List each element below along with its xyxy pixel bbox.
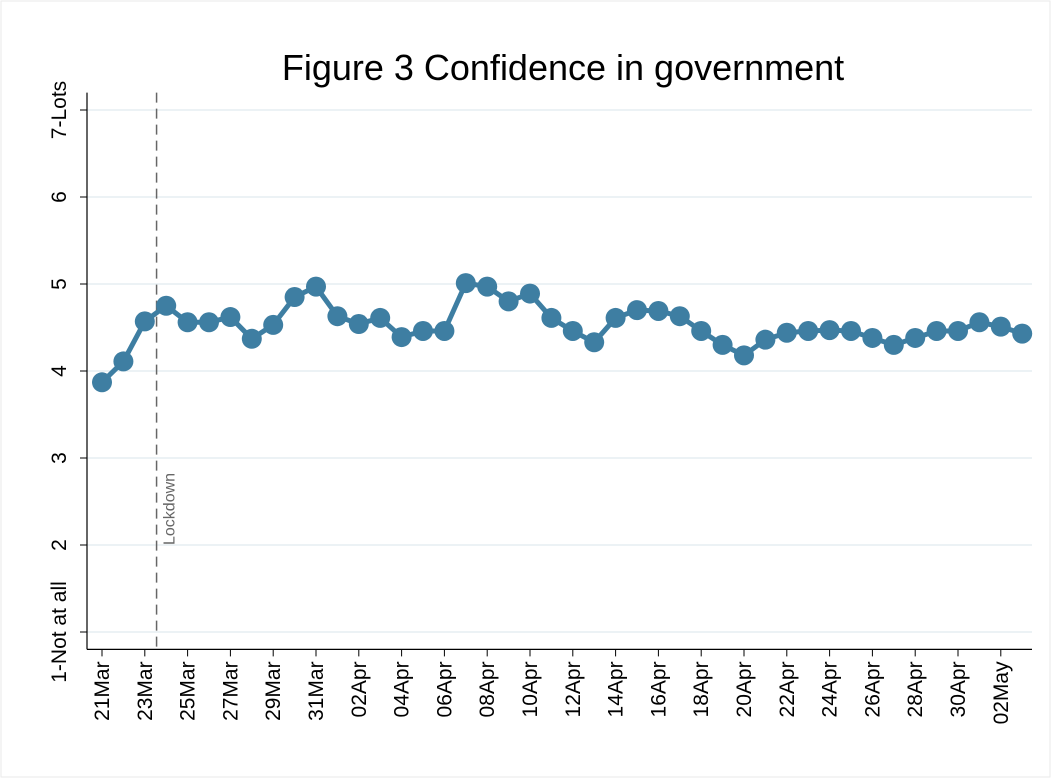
x-tick-label: 16Apr bbox=[647, 661, 670, 717]
marker bbox=[370, 307, 391, 328]
marker bbox=[712, 334, 733, 355]
marker bbox=[306, 276, 326, 297]
x-tick-label: 21Mar bbox=[91, 661, 114, 721]
marker bbox=[948, 320, 968, 341]
x-tick-label: 25Mar bbox=[177, 661, 200, 721]
x-tick-label: 27Mar bbox=[219, 661, 242, 721]
marker bbox=[348, 314, 369, 335]
marker bbox=[391, 327, 412, 348]
marker bbox=[520, 283, 540, 304]
marker bbox=[798, 320, 819, 341]
x-tick-label: 29Mar bbox=[262, 661, 285, 721]
x-tick-label: 02Apr bbox=[348, 661, 371, 717]
marker bbox=[241, 328, 262, 349]
x-tick-label: 31Mar bbox=[305, 661, 328, 721]
marker bbox=[905, 327, 926, 348]
marker bbox=[841, 320, 861, 341]
x-tick-label: 24Apr bbox=[819, 661, 842, 717]
marker bbox=[584, 332, 605, 353]
x-tick-label: 26Apr bbox=[861, 661, 884, 717]
y-tick-label: 7-Lots bbox=[48, 81, 71, 139]
x-tick-label: 10Apr bbox=[519, 661, 542, 717]
marker bbox=[562, 320, 583, 341]
y-tick-label: 2 bbox=[48, 539, 71, 551]
marker bbox=[819, 320, 840, 341]
marker bbox=[92, 372, 112, 393]
y-tick-label: 1-Not at all bbox=[48, 581, 71, 683]
x-tick-label: 20Apr bbox=[733, 661, 756, 717]
marker bbox=[434, 320, 455, 341]
marker bbox=[969, 312, 990, 333]
marker bbox=[883, 334, 904, 355]
marker bbox=[648, 300, 669, 321]
y-tick-label: 3 bbox=[48, 452, 71, 464]
marker bbox=[755, 329, 776, 350]
y-tick-label: 5 bbox=[48, 278, 71, 290]
marker bbox=[220, 307, 241, 328]
lockdown-label: Lockdown bbox=[162, 473, 179, 545]
x-tick-label: 18Apr bbox=[690, 661, 713, 717]
marker bbox=[734, 345, 754, 366]
marker bbox=[1012, 323, 1033, 344]
x-tick-label: 08Apr bbox=[476, 661, 499, 717]
marker bbox=[990, 316, 1011, 337]
x-tick-label: 28Apr bbox=[904, 661, 927, 717]
x-tick-label: 04Apr bbox=[391, 661, 414, 717]
marker bbox=[113, 351, 134, 372]
marker bbox=[862, 327, 883, 348]
marker bbox=[498, 291, 519, 312]
marker bbox=[284, 287, 305, 308]
marker bbox=[455, 273, 476, 294]
marker bbox=[199, 312, 219, 333]
chart-title: Figure 3 Confidence in government bbox=[282, 47, 844, 88]
x-tick-label: 06Apr bbox=[433, 661, 456, 717]
marker bbox=[327, 306, 348, 327]
marker bbox=[627, 300, 647, 321]
marker bbox=[691, 320, 712, 341]
marker bbox=[926, 320, 947, 341]
marker bbox=[541, 307, 562, 328]
marker bbox=[605, 307, 626, 328]
x-tick-label: 02May bbox=[990, 661, 1013, 725]
x-tick-label: 30Apr bbox=[947, 661, 970, 717]
x-tick-label: 12Apr bbox=[562, 661, 585, 717]
marker bbox=[263, 314, 284, 335]
marker bbox=[669, 306, 690, 327]
y-tick-label: 6 bbox=[48, 191, 71, 203]
x-tick-label: 22Apr bbox=[776, 661, 799, 717]
marker bbox=[177, 312, 198, 333]
marker bbox=[156, 295, 177, 316]
y-tick-label: 4 bbox=[48, 365, 71, 377]
marker bbox=[413, 320, 433, 341]
x-tick-label: 14Apr bbox=[605, 661, 628, 717]
marker bbox=[134, 311, 155, 332]
marker bbox=[776, 322, 797, 343]
marker bbox=[477, 276, 498, 297]
x-tick-label: 23Mar bbox=[134, 661, 157, 721]
